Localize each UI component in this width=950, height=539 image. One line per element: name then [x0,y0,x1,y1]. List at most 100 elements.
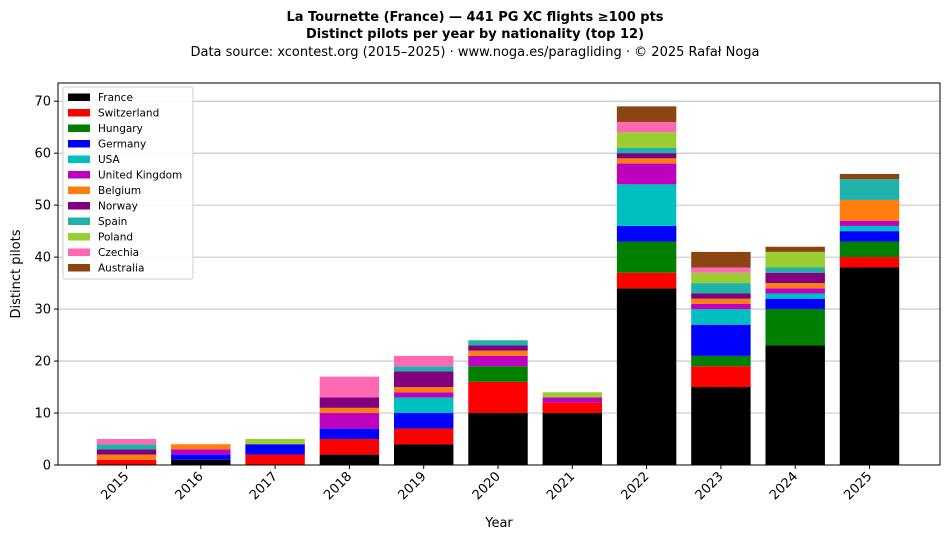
bar-segment [319,428,380,440]
bar-segment [96,444,157,450]
bar-segment [839,241,900,258]
bar-segment [691,283,751,294]
bar-segment [468,366,528,382]
bar-segment [691,267,751,273]
legend-label: USA [98,154,121,166]
bar-segment [96,439,157,445]
bars [96,106,900,465]
chart-subtitle: Distinct pilots per year by nationality … [306,27,644,42]
bar-segment [765,288,825,294]
bar-segment [765,345,825,465]
bar-segment [691,324,751,356]
legend-label: France [98,92,133,104]
y-axis: 0 10 20 30 40 50 60 70 [34,95,58,474]
bar-segment [468,355,528,367]
y-tick-label: 30 [34,303,51,318]
chart-title: La Tournette (France) — 441 PG XC flight… [286,10,663,25]
y-tick-label: 60 [34,147,51,162]
bar-segment [765,267,825,273]
bar-segment [839,173,900,180]
bar-segment [96,449,157,455]
bar-segment [319,439,380,455]
bar-segment [96,454,157,460]
legend-swatch [68,109,90,117]
bar-segment [468,350,528,356]
bar-segment [319,397,380,408]
bar-segment [393,392,454,398]
y-tick-label: 10 [34,407,51,422]
bar-segment [616,106,677,122]
bar-segment [839,179,900,200]
bar-segment [468,340,528,346]
bar-segment [393,371,454,388]
bar-segment [616,163,677,185]
y-axis-label: Distinct pilots [9,229,24,318]
bar-segment [616,132,677,148]
bar-segment [319,454,380,465]
bar-segment [542,397,603,403]
bar-segment [542,413,603,465]
bar-segment [691,272,751,284]
bar-segment [245,444,305,455]
bar-segment [319,407,380,414]
legend-label: United Kingdom [98,170,182,182]
bar-segment [691,366,751,388]
plot-frame [57,82,941,466]
legend-label: Germany [98,139,146,151]
bar-segment [319,413,380,429]
bar-segment [691,298,751,304]
bar-segment [765,283,825,289]
legend-label: Hungary [98,123,143,135]
bar-segment [765,298,825,310]
y-tick-label: 40 [34,251,51,266]
legend: France Switzerland Hungary Germany USA United… [62,86,194,280]
bar-segment [765,293,825,299]
legend-swatch [68,264,90,272]
bar-segment [839,225,900,232]
bar-segment [616,153,677,159]
bar-segment [691,355,751,367]
bar-segment [393,428,454,445]
legend-swatch [68,248,90,256]
bar-segment [616,147,677,154]
bar-segment [839,257,900,268]
bar-segment [171,454,231,460]
bar-segment [765,272,825,284]
chart-source: Data source: xcontest.org (2015–2025) · … [190,45,759,60]
bar-segment [171,449,231,455]
bar-segment [245,439,305,445]
legend-swatch [68,124,90,132]
y-tick-label: 0 [43,459,51,474]
bar-segment [393,366,454,372]
legend-swatch [68,233,90,241]
bar-segment [96,459,157,465]
legend-swatch [68,140,90,148]
bar-segment [171,444,231,450]
bar-segment [691,309,751,325]
legend-swatch [68,186,90,194]
bar-segment [319,376,380,398]
bar-segment [765,251,825,268]
legend-swatch [68,217,90,225]
bar-segment [616,272,677,289]
legend-label: Czechia [98,247,139,259]
bar-segment [839,231,900,242]
bar-segment [616,158,677,164]
legend-label: Belgium [98,185,141,197]
bar-segment [393,444,454,465]
bar-segment [765,246,825,252]
bar-segment [393,413,454,429]
bar-segment [616,288,677,465]
legend-swatch [68,202,90,210]
bar-segment [616,225,677,242]
bar-segment [245,454,305,465]
bar-segment [468,381,528,414]
bar-segment [393,355,454,367]
y-tick-label: 70 [34,95,51,110]
legend-swatch [68,155,90,163]
bar-segment [765,309,825,346]
bar-segment [468,345,528,351]
x-axis-label: Year [484,516,513,531]
bar-segment [839,220,900,226]
bar-segment [542,402,603,414]
